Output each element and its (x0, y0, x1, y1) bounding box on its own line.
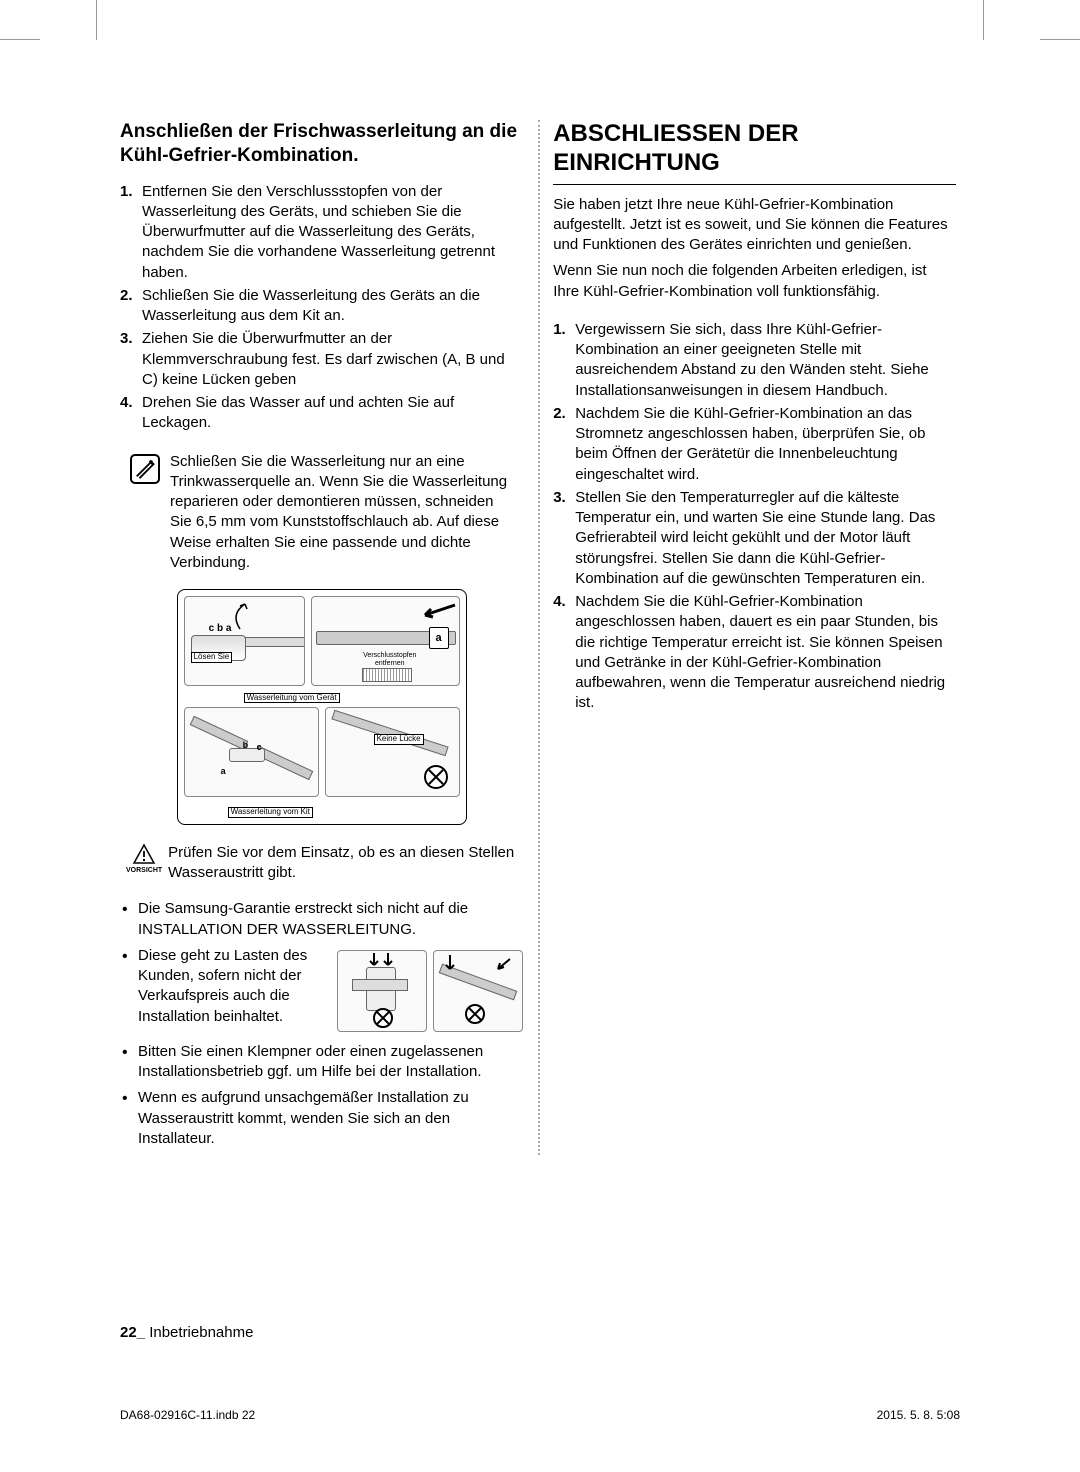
mini-fig-joint (337, 950, 427, 1032)
note-text: Schließen Sie die Wasserleitung nur an e… (170, 452, 523, 574)
step-item: 1.Vergewissern Sie sich, dass Ihre Kühl-… (553, 320, 956, 401)
heading-rule (553, 184, 956, 185)
step-text: Drehen Sie das Wasser auf und achten Sie… (142, 393, 523, 434)
right-heading: ABSCHLIESSEN DER EINRICHTUNG (553, 120, 956, 178)
mini-figures (337, 950, 523, 1032)
step-text: Nachdem Sie die Kühl-Gefrier-Kombination… (575, 404, 956, 485)
step-item: 4.Drehen Sie das Wasser auf und achten S… (120, 393, 523, 434)
mini-fig-pipe (433, 950, 523, 1032)
warranty-bullets: Die Samsung-Garantie erstreckt sich nich… (120, 899, 523, 1149)
print-timestamp: 2015. 5. 8. 5:08 (877, 1408, 960, 1422)
figure-cell-loosen: Lösen Sie c b a (184, 596, 306, 686)
caution-label-text: VORSICHT (126, 867, 162, 874)
crop-mark (1040, 39, 1080, 40)
fig-label-no-gap: Keine Lücke (374, 734, 424, 745)
left-steps-list: 1.Entfernen Sie den Verschlussstopfen vo… (120, 182, 523, 434)
figure-cell-no-gap: Keine Lücke (325, 707, 460, 797)
note-box: Schließen Sie die Wasserleitung nur an e… (130, 452, 523, 574)
bullet-item: Bitten Sie einen Klempner oder einen zug… (138, 1042, 523, 1083)
fig-label-remove: Verschlusstopfen entfernen (362, 652, 417, 667)
crop-mark (96, 0, 97, 40)
page-footer: 22_ Inbetriebnahme (120, 1324, 253, 1342)
bullet-item: Diese geht zu Lasten des Kunden, sofern … (138, 946, 523, 1036)
step-item: 2.Schließen Sie die Wasserleitung des Ge… (120, 286, 523, 327)
intro-para-2: Wenn Sie nun noch die folgenden Arbeiten… (553, 261, 956, 302)
caution-body: Prüfen Sie vor dem Einsatz, ob es an die… (168, 843, 523, 884)
step-text: Vergewissern Sie sich, dass Ihre Kühl-Ge… (575, 320, 956, 401)
fig-label-device-line: Wasserleitung vom Gerät (244, 693, 340, 703)
left-heading: Anschließen der Frischwasserleitung an d… (120, 120, 523, 168)
section-name: Inbetriebnahme (149, 1324, 253, 1341)
caution-box: VORSICHT Prüfen Sie vor dem Einsatz, ob … (126, 843, 523, 884)
step-text: Entfernen Sie den Verschlussstopfen von … (142, 182, 523, 283)
step-text: Schließen Sie die Wasserleitung des Gerä… (142, 286, 523, 327)
print-footer: DA68-02916C-11.indb 22 2015. 5. 8. 5:08 (120, 1408, 960, 1422)
crop-mark (983, 0, 984, 40)
step-item: 3.Ziehen Sie die Überwurfmutter an der K… (120, 329, 523, 390)
bullet-item: Die Samsung-Garantie erstreckt sich nich… (138, 899, 523, 940)
page-content: Anschließen der Frischwasserleitung an d… (120, 120, 960, 1342)
step-text: Nachdem Sie die Kühl-Gefrier-Kombination… (575, 592, 956, 714)
right-column: ABSCHLIESSEN DER EINRICHTUNG Sie haben j… (553, 120, 956, 1155)
connection-figure: Lösen Sie c b a a Verschlusstopfen entfe… (177, 589, 467, 825)
fig-label-loosen: Lösen Sie (191, 652, 233, 663)
page-number: 22_ (120, 1324, 145, 1341)
doc-id: DA68-02916C-11.indb 22 (120, 1408, 255, 1422)
step-item: 4.Nachdem Sie die Kühl-Gefrier-Kombinati… (553, 592, 956, 714)
fig-label-a: a (429, 627, 449, 649)
column-divider (538, 120, 540, 1155)
step-item: 1.Entfernen Sie den Verschlussstopfen vo… (120, 182, 523, 283)
bullet-item: Wenn es aufgrund unsachgemäßer Installat… (138, 1088, 523, 1149)
right-steps-list: 1.Vergewissern Sie sich, dass Ihre Kühl-… (553, 320, 956, 714)
step-item: 3.Stellen Sie den Temperaturregler auf d… (553, 488, 956, 589)
note-icon (130, 454, 160, 484)
fig-label-kit-line: Wasserleitung vom Kit (228, 807, 313, 817)
step-item: 2.Nachdem Sie die Kühl-Gefrier-Kombinati… (553, 404, 956, 485)
intro-para-1: Sie haben jetzt Ihre neue Kühl-Gefrier-K… (553, 195, 956, 256)
crop-mark (0, 39, 40, 40)
step-text: Ziehen Sie die Überwurfmutter an der Kle… (142, 329, 523, 390)
figure-cell-remove-plug: a Verschlusstopfen entfernen (311, 596, 459, 686)
figure-cell-connect: a b c (184, 707, 319, 797)
warning-icon (132, 843, 156, 867)
step-text: Stellen Sie den Temperaturregler auf die… (575, 488, 956, 589)
left-column: Anschließen der Frischwasserleitung an d… (120, 120, 523, 1155)
